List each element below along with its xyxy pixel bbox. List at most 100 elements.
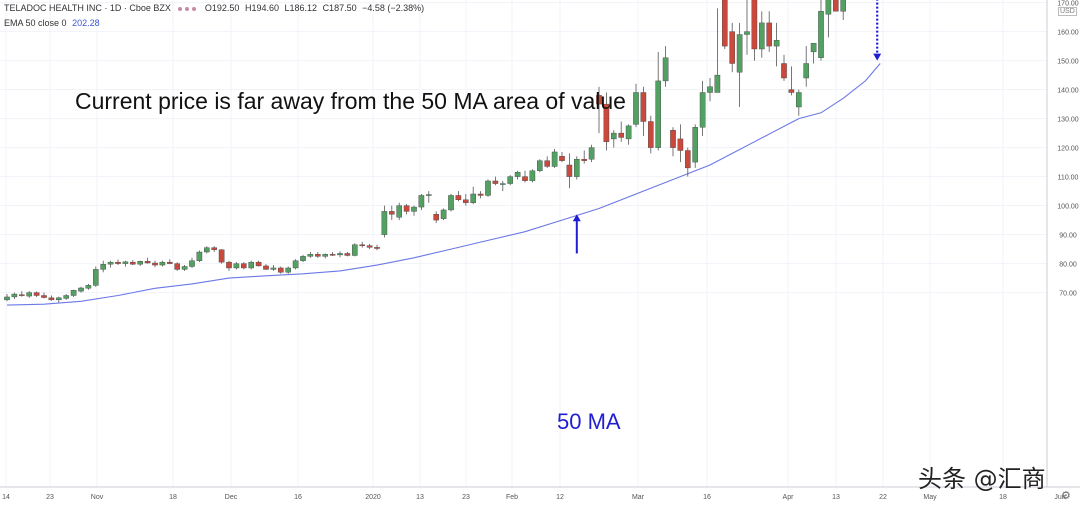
candle-down	[278, 267, 284, 273]
candle-down	[648, 121, 654, 148]
candle-down	[263, 265, 269, 270]
candle-down	[618, 132, 624, 138]
candle-down	[19, 294, 25, 296]
candle-down	[33, 292, 40, 296]
candle-up	[292, 260, 299, 269]
candle-down	[211, 247, 218, 250]
candle-down	[463, 199, 469, 203]
arrow-layer	[572, 0, 882, 254]
candle-up	[426, 194, 432, 196]
y-tick-label: 130.00	[1057, 117, 1079, 124]
gear-icon[interactable]: ⚙	[1061, 490, 1071, 502]
candle-up	[537, 160, 543, 171]
candle-down	[403, 205, 410, 212]
candle-down	[344, 253, 351, 256]
candle-up	[448, 195, 454, 211]
candle-down	[677, 138, 684, 151]
dots-icon[interactable]	[178, 3, 199, 13]
candle-up	[551, 151, 558, 167]
candle-up	[411, 206, 417, 212]
candle-up	[440, 209, 447, 219]
candle-down	[766, 22, 772, 47]
candle-down	[218, 249, 225, 263]
candle-up	[744, 31, 750, 35]
candle-up	[56, 297, 62, 301]
candle-up	[107, 261, 114, 265]
candle-up	[588, 147, 595, 160]
candle-up	[181, 266, 188, 270]
candle-down	[477, 193, 484, 196]
candle-up	[529, 170, 536, 181]
x-tick-label: 23	[462, 494, 470, 501]
candle-down	[115, 261, 121, 264]
y-tick-label: 150.00	[1057, 59, 1079, 66]
candle-up	[796, 92, 802, 108]
candle-up	[840, 0, 846, 12]
candle-up	[285, 267, 292, 273]
candle-up	[196, 251, 203, 261]
ohlc-open: O192.50	[204, 3, 240, 13]
candle-up	[137, 261, 144, 265]
candle-up	[78, 287, 84, 292]
candle-up	[322, 254, 329, 257]
candle-up	[418, 195, 425, 208]
x-tick-label: 23	[46, 494, 54, 501]
candle-up	[470, 193, 477, 203]
candle-up	[485, 180, 491, 196]
candle-up	[759, 22, 765, 50]
candle-up	[500, 183, 506, 185]
candle-down	[166, 261, 173, 264]
x-tick-label: Nov	[91, 494, 104, 501]
y-tick-label: 170.00	[1057, 1, 1079, 8]
watermark: 头条 @汇商	[918, 465, 1046, 493]
ohlc-close: C187.50	[322, 3, 357, 13]
ohlc-high: H194.60	[244, 3, 279, 13]
candle-down	[48, 297, 55, 301]
ohlc-change: −4.58 (−2.38%)	[362, 3, 425, 13]
candle-up	[707, 86, 713, 93]
x-tick-label: Apr	[783, 494, 795, 501]
x-tick-label: 13	[832, 494, 840, 501]
y-tick-label: 110.00	[1058, 175, 1079, 182]
candle-up	[352, 244, 358, 256]
x-tick-label: 22	[879, 494, 887, 501]
candle-up	[810, 43, 817, 53]
x-tick-label: 16	[294, 494, 302, 501]
candle-up	[818, 11, 824, 58]
candle-down	[315, 254, 321, 257]
candle-up	[203, 247, 210, 253]
candle-up	[63, 295, 69, 299]
candle-up	[337, 253, 343, 256]
symbol-label[interactable]: TELADOC HEALTH INC · 1D · Cboe BZX	[4, 3, 171, 13]
candle-up	[300, 256, 306, 261]
candle-up	[233, 263, 240, 269]
currency-badge[interactable]: USD	[1058, 7, 1077, 16]
candle-down	[329, 254, 336, 256]
candle-down	[640, 92, 647, 122]
indicator-value: 202.28	[72, 18, 100, 28]
candle-down	[603, 103, 610, 142]
candle-down	[729, 31, 735, 64]
candle-up	[611, 132, 617, 140]
candle-down	[359, 244, 366, 246]
candle-up	[655, 80, 661, 148]
candle-up	[4, 296, 10, 301]
candle-down	[670, 129, 676, 148]
candle-layer	[4, 0, 846, 303]
annotation-ma-label: 50 MA	[557, 409, 621, 434]
candle-down	[751, 0, 758, 50]
indicator-legend[interactable]: EMA 50 close 0 202.28	[4, 18, 100, 28]
candle-down	[144, 261, 151, 264]
candle-down	[129, 261, 136, 265]
y-tick-label: 160.00	[1057, 30, 1079, 37]
x-tick-label: Dec	[225, 494, 238, 501]
candle-up	[514, 172, 521, 177]
x-tick-label: 2020	[365, 494, 381, 501]
candle-down	[374, 247, 380, 249]
candle-up	[307, 254, 314, 257]
y-tick-label: 120.00	[1057, 146, 1079, 153]
x-tick-label: 13	[416, 494, 424, 501]
